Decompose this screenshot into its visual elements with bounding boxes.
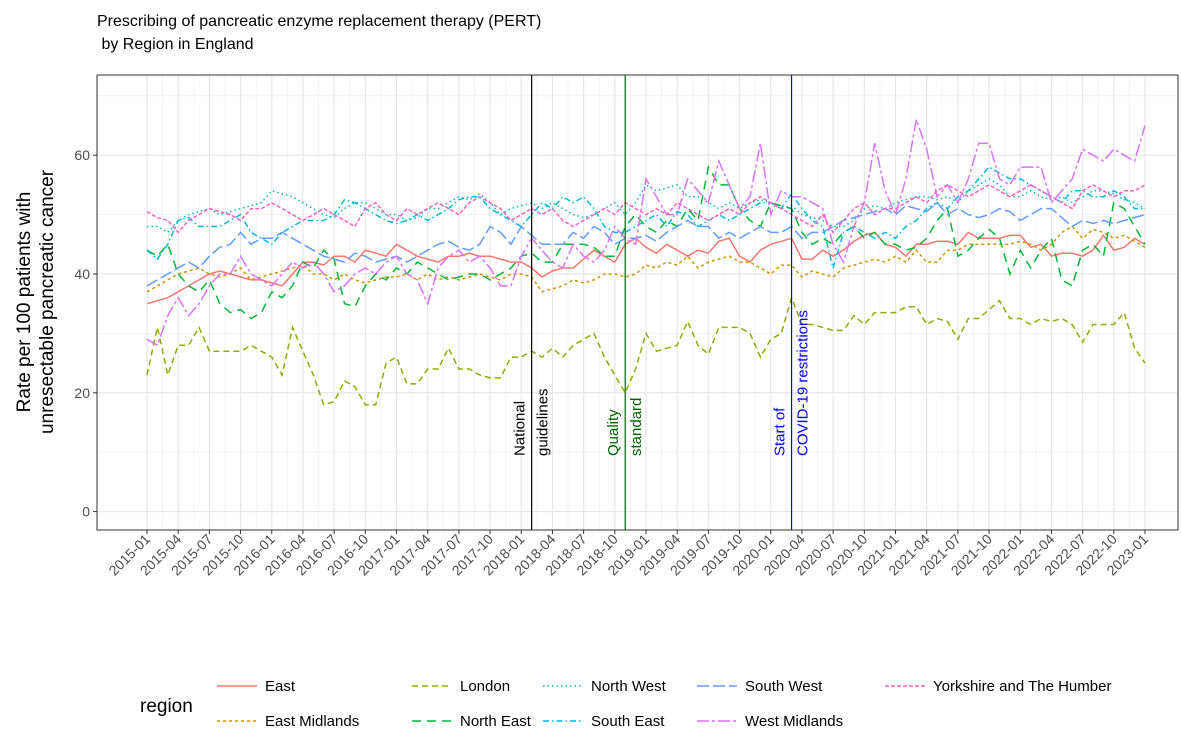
series-line <box>146 166 1145 271</box>
legend-label: East <box>265 678 296 695</box>
legend-label: North West <box>591 678 667 695</box>
chart-title: by Region in England <box>97 36 254 53</box>
legend-label: North East <box>460 713 532 730</box>
series-line <box>146 116 1146 347</box>
lines <box>146 116 1146 406</box>
y-axis-title: Rate per 100 patients with <box>14 192 35 413</box>
annotation-label: National <box>512 401 529 456</box>
series-line <box>146 184 1146 234</box>
series-line <box>146 295 1146 406</box>
y-tick-label: 40 <box>74 266 90 282</box>
legend-label: West Midlands <box>745 713 843 730</box>
series-line <box>146 225 1146 293</box>
grid <box>97 75 1178 530</box>
annotation-label: guidelines <box>535 388 552 456</box>
annotation-label: Quality <box>605 409 622 456</box>
legend: East East Midlands London North East North W… <box>217 678 1111 730</box>
series-line <box>146 201 1146 287</box>
annotation-label: standard <box>628 398 645 456</box>
series-line <box>146 165 1146 320</box>
legend-label: South East <box>591 713 665 730</box>
panel <box>97 75 1178 530</box>
legend-title: region <box>140 696 193 717</box>
legend-label: East Midlands <box>265 713 359 730</box>
y-axis-title: unresectable pancreatic cancer <box>37 169 58 434</box>
chart-title: Prescribing of pancreatic enzyme replace… <box>97 13 541 30</box>
annotation-label: COVID-19 restrictions <box>795 310 812 456</box>
y-tick-label: 20 <box>74 385 90 401</box>
legend-label: South West <box>745 678 823 695</box>
y-tick-label: 60 <box>74 147 90 163</box>
annotations: National guidelines Quality standard Start o… <box>512 75 812 530</box>
y-tick-label: 0 <box>82 504 90 520</box>
annotation-label: Start of <box>772 407 789 456</box>
legend-label: London <box>460 678 510 695</box>
legend-label: Yorkshire and The Humber <box>933 678 1111 695</box>
panel-border <box>96 74 1179 531</box>
